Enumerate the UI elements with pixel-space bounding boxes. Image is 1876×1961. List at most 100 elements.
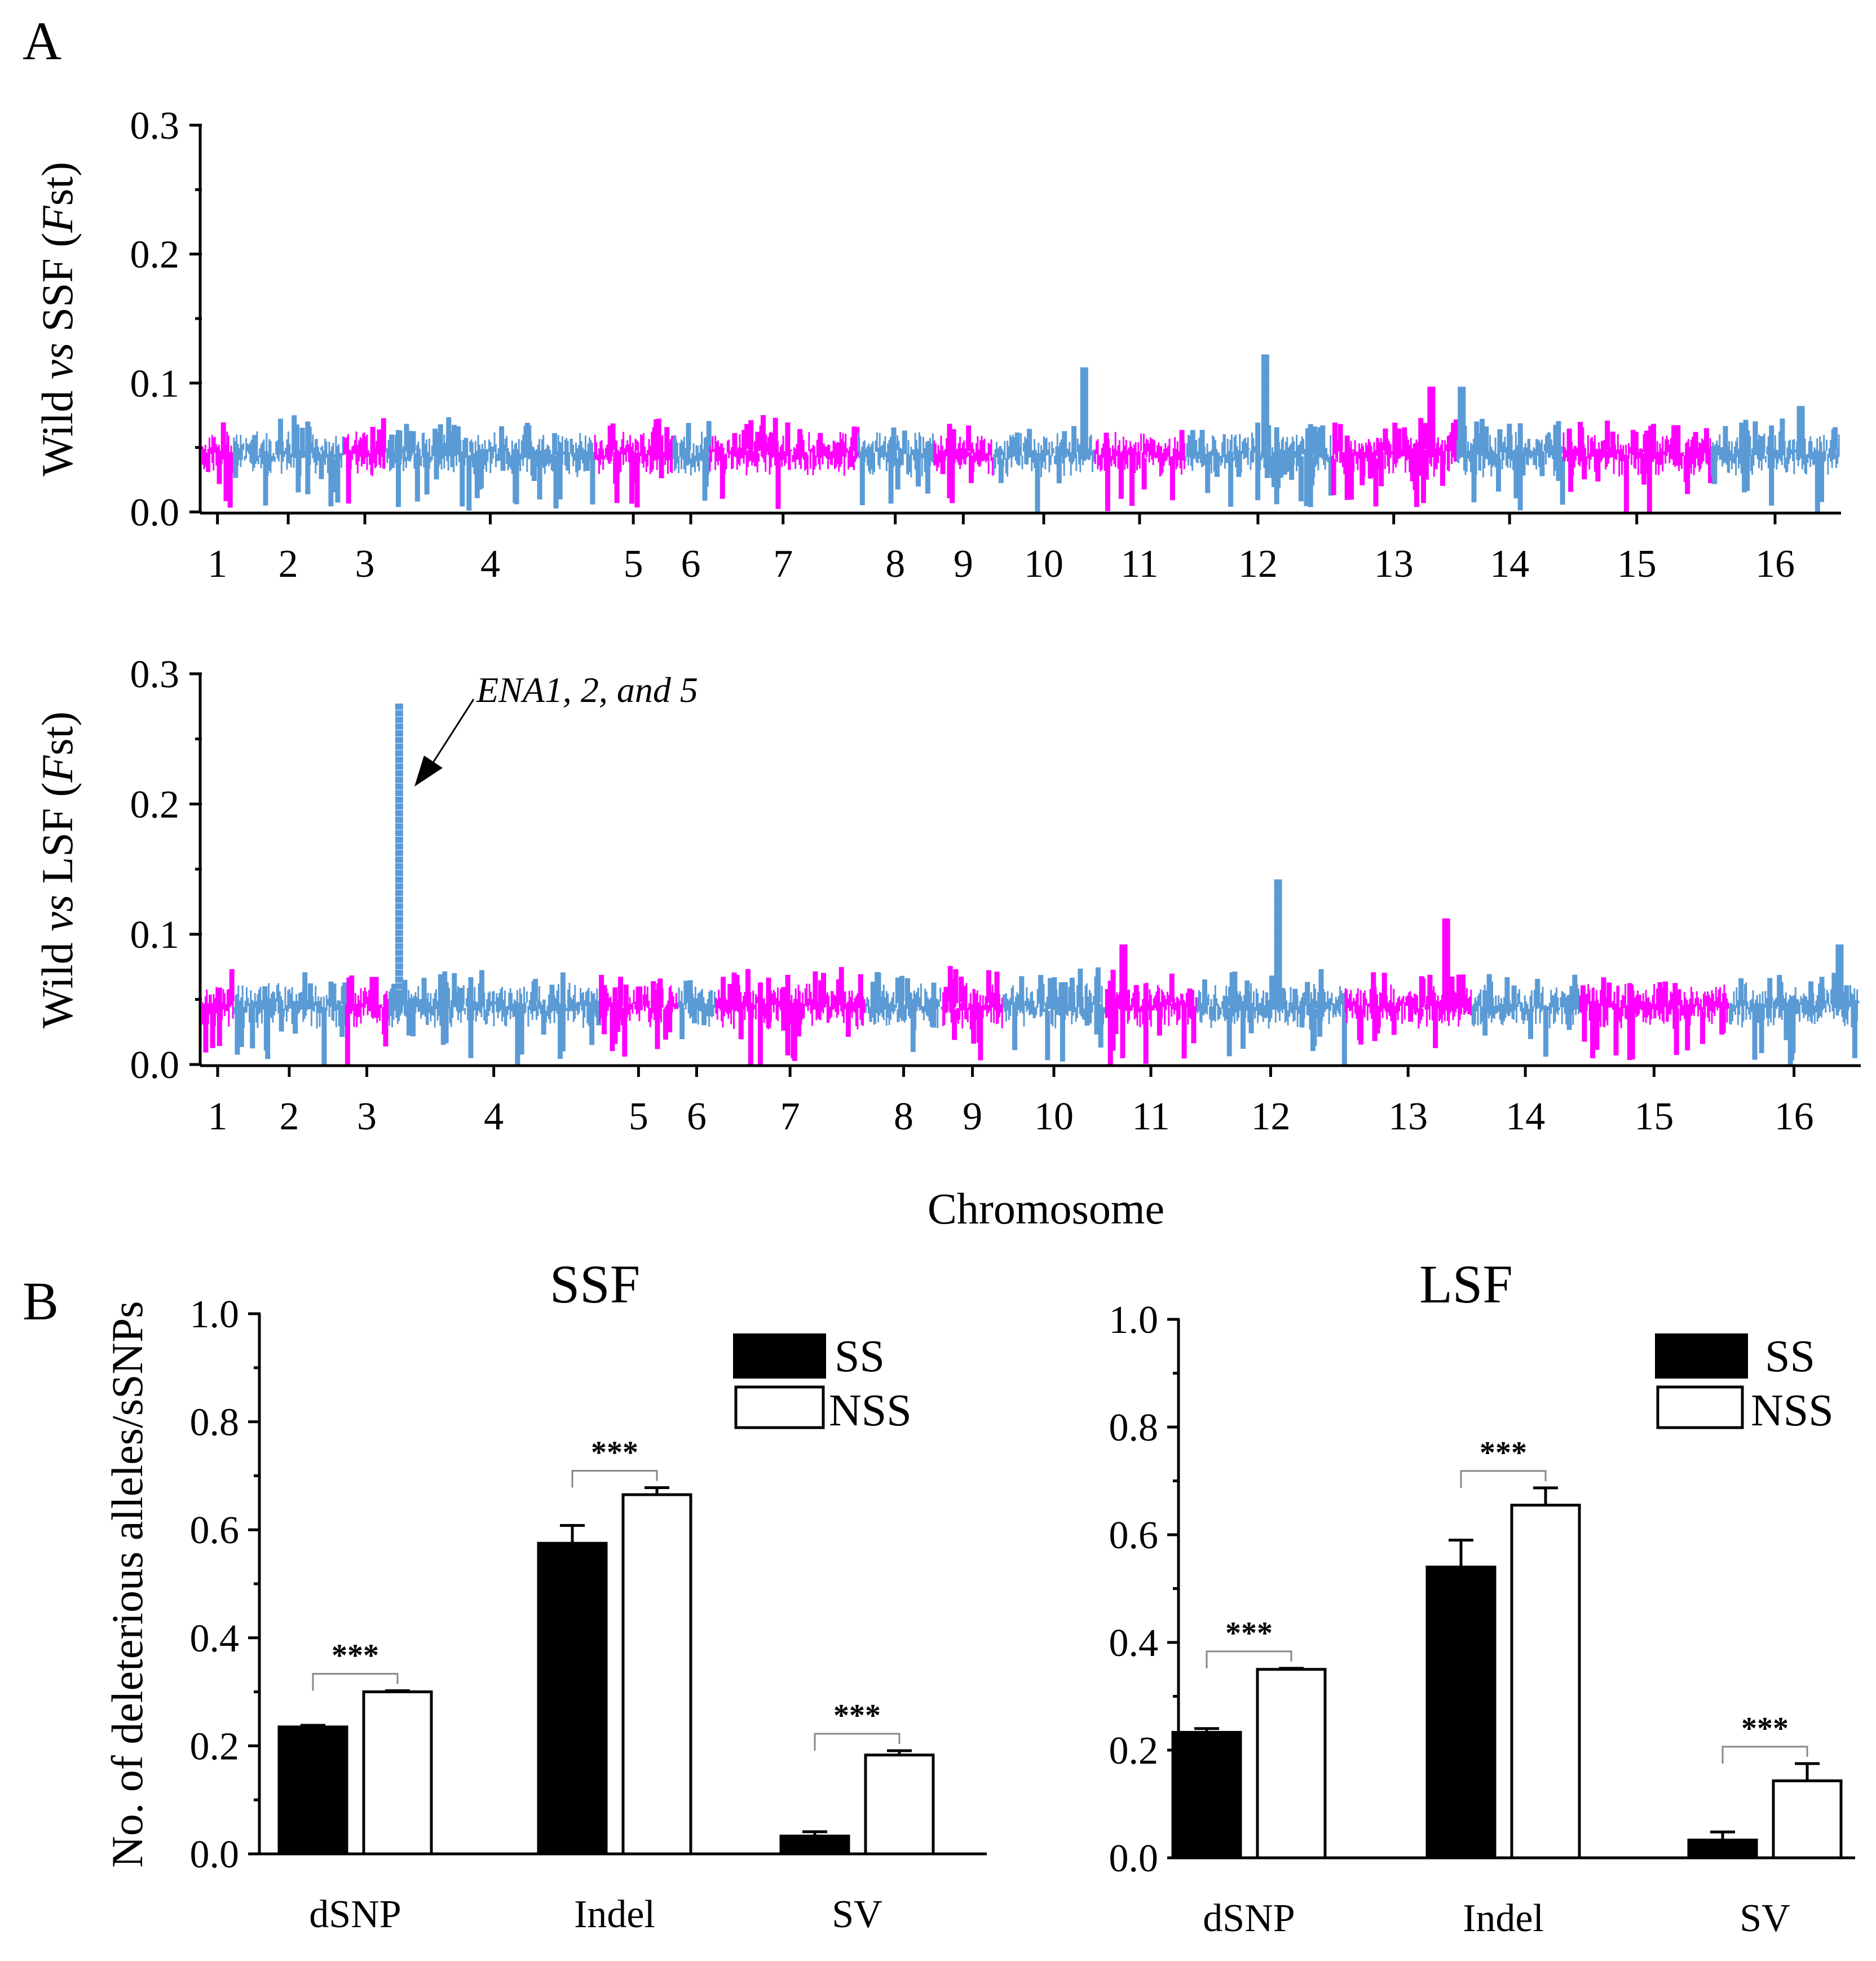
fst-point [303,1002,306,1019]
fst-point [672,439,674,460]
fst-point [971,442,973,453]
fst-point [1595,990,1597,1021]
fst-point [1140,433,1142,451]
fst-point [715,997,717,1014]
fst-point [660,990,663,1023]
fst-point [829,452,832,465]
fst-point [519,453,522,471]
fst-point [1697,997,1700,1017]
fst-point [1545,435,1547,465]
fst-point [1569,986,1575,1010]
fst-point [1344,988,1347,1013]
fst-point [222,441,224,460]
legend-label-ss: SS [835,1332,885,1381]
fst-peak-point [1796,417,1805,424]
fst-point [278,418,283,454]
fst-point [1358,1009,1364,1045]
fst-point [562,997,564,1017]
fst-point [550,996,553,1013]
fst-point [1816,438,1818,466]
fst-point [1020,433,1022,456]
fst-point [1295,990,1297,1005]
significance-bracket [1460,1470,1547,1488]
fst-point [1633,431,1639,460]
fst-point [1201,449,1203,467]
chromosome-15-points [1562,421,1714,512]
fst-point [568,452,570,474]
fst-point [1105,453,1110,511]
fst-point [1746,1001,1749,1009]
fst-point [607,992,609,1011]
fst-point [1354,440,1356,456]
fst-point [754,441,756,467]
fst-point [983,1004,986,1010]
fst-point [537,1000,539,1016]
fst-point [1117,994,1119,1009]
fst-point [692,1001,697,1023]
fst-point [941,445,943,457]
fst-point [1171,1004,1173,1017]
fst-peak-point [395,736,403,743]
fst-point [779,446,782,461]
fst-point [1774,435,1776,459]
fst-point [1664,987,1666,1007]
fst-point [1424,1004,1427,1010]
fst-point [1728,441,1731,473]
fst-peak-point [1427,425,1436,432]
fst-point [1561,447,1563,453]
fst-peak-point [1442,918,1450,925]
fst-point [664,1006,666,1018]
fst-point [956,1008,958,1020]
fst-point [491,447,493,464]
fst-point [409,444,412,462]
fst-point [1383,429,1388,450]
fst-point [756,443,758,472]
fst-peak-point [395,963,403,970]
fst-point [1215,452,1220,477]
fst-point [1230,434,1233,451]
fst-point [1090,434,1092,456]
fst-point [1652,995,1654,1009]
fst-point [334,997,336,1009]
fst-point [1617,434,1619,454]
fst-point [1172,448,1175,463]
fst-point [443,434,445,469]
bar-nss-SV [864,1754,935,1856]
fst-point [1060,1004,1065,1062]
fst-point [628,1004,629,1015]
fst-point [1623,459,1629,512]
fst-point [520,440,523,460]
fst-point [1775,997,1777,1009]
fst-point [588,988,590,1005]
fst-point [952,1005,954,1010]
fst-point [1330,997,1331,1011]
fst-peak-point [1442,933,1450,940]
fst-peak-point [1261,415,1269,422]
fst-point [1751,999,1753,1012]
fst-point [1692,992,1694,1014]
fst-point [386,991,388,1023]
fst-point [1117,445,1119,469]
fst-point [1603,990,1604,1027]
fst-point [258,990,260,1014]
fst-peak-point [395,983,403,990]
chromosome-3-points [345,975,389,1065]
legend-swatch-nss [734,1385,825,1429]
fst-point [347,434,350,455]
fst-point [1564,447,1566,461]
fst-point [850,437,852,467]
fst-point [1093,449,1095,462]
x-tick-label: 6 [681,542,701,586]
chromosome-6-points [672,421,712,501]
fst-point [840,997,842,1012]
fst-point [1235,434,1237,468]
fst-point [616,440,617,464]
fst-point [1737,448,1740,469]
fst-point [1521,1002,1523,1020]
fst-point [617,450,619,458]
fst-peak-point [395,956,403,963]
fst-point [542,999,545,1013]
fst-point [1511,1004,1513,1019]
fst-point [451,425,457,454]
fst-point [959,992,961,1020]
